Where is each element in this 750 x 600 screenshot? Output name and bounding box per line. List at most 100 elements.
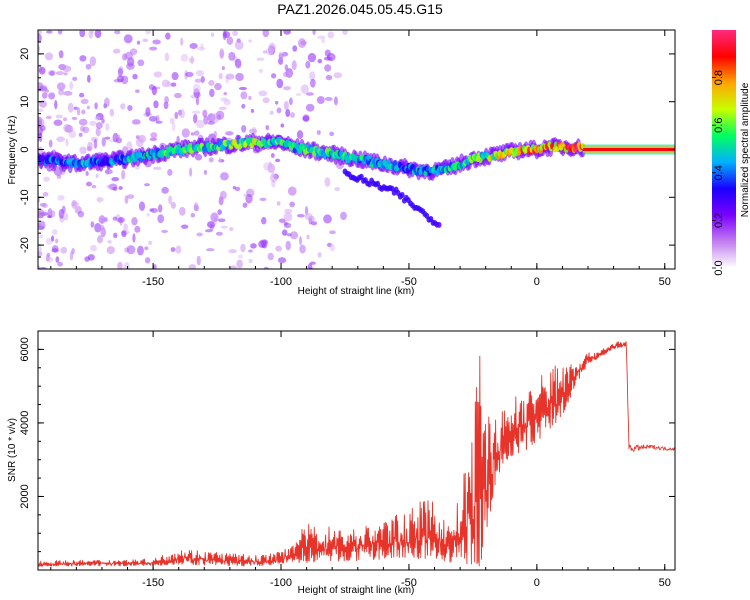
noise-blob	[283, 222, 292, 229]
noise-blob	[171, 122, 176, 132]
noise-blob	[106, 246, 115, 255]
noise-blob	[325, 74, 333, 81]
noise-blob	[90, 221, 95, 228]
noise-blob	[194, 153, 203, 161]
noise-blob	[149, 46, 158, 51]
noise-blob	[259, 239, 269, 245]
noise-blob	[161, 229, 168, 233]
noise-blob	[78, 132, 83, 137]
noise-blob	[193, 130, 200, 136]
noise-blob	[116, 75, 125, 83]
noise-blob	[333, 96, 338, 106]
noise-blob	[238, 254, 244, 259]
noise-blob	[105, 123, 110, 131]
noise-blob	[221, 66, 225, 71]
noise-blob	[305, 92, 314, 96]
noise-blob	[240, 243, 246, 253]
noise-blob	[268, 42, 276, 52]
noise-blob	[152, 39, 161, 45]
noise-blob	[71, 247, 75, 255]
noise-blob	[50, 210, 56, 218]
noise-blob	[248, 95, 252, 101]
colorbar-label: Normalized spectral amplitude	[740, 82, 750, 217]
spectrogram-x-tick-label: -100	[270, 276, 292, 288]
noise-blob	[236, 259, 243, 269]
noise-blob	[323, 214, 332, 224]
noise-blob	[329, 230, 336, 235]
noise-blob	[38, 220, 46, 230]
noise-blob	[49, 70, 55, 76]
noise-blob	[71, 116, 78, 120]
noise-blob	[189, 43, 198, 49]
noise-blob	[53, 166, 63, 177]
noise-blob	[238, 86, 248, 91]
noise-blob	[161, 186, 169, 194]
noise-blob	[51, 245, 59, 252]
noise-blob	[267, 252, 274, 261]
noise-blob	[196, 255, 201, 266]
noise-blob	[283, 30, 291, 35]
spectrogram-ticks: -150 -100 -50 0 50 20 10 0 -10 -20	[19, 29, 675, 288]
noise-blob	[167, 168, 173, 176]
noise-blob	[157, 204, 163, 213]
noise-blob	[308, 215, 315, 223]
noise-blob	[291, 60, 297, 71]
noise-blob	[88, 30, 94, 39]
noise-blob	[39, 125, 46, 132]
noise-blob	[324, 64, 332, 72]
spectrogram-y-axis-label: Frequency (Hz)	[7, 116, 18, 185]
noise-blob	[323, 56, 332, 61]
noise-blob	[164, 96, 169, 104]
noise-blob	[195, 119, 205, 129]
noise-blob	[306, 234, 310, 240]
noise-blob	[144, 257, 151, 264]
noise-blob	[137, 245, 144, 256]
noise-blob	[153, 71, 163, 78]
noise-blob	[57, 30, 63, 35]
noise-blob	[191, 110, 201, 115]
noise-blob	[150, 132, 158, 139]
noise-blob	[333, 72, 343, 79]
noise-blob	[38, 133, 42, 138]
noise-blob	[316, 130, 321, 135]
noise-blob	[135, 137, 144, 148]
snr-y-tick-label: 2000	[19, 484, 31, 508]
noise-blob	[274, 100, 279, 105]
noise-blob	[148, 115, 158, 122]
noise-blob	[42, 203, 48, 209]
noise-blob	[164, 52, 170, 62]
ridge-point	[164, 151, 170, 158]
snr-series-line	[38, 341, 675, 567]
noise-blob	[278, 51, 284, 60]
noise-blob	[104, 169, 113, 175]
noise-blob	[278, 218, 286, 223]
noise-blob	[245, 193, 253, 204]
noise-blob	[112, 216, 118, 221]
noise-blob	[80, 98, 89, 105]
noise-blob	[205, 248, 215, 252]
noise-blob	[317, 35, 326, 40]
noise-blob	[126, 62, 135, 70]
noise-blob	[305, 103, 315, 112]
snr-x-tick-label: 50	[659, 577, 671, 589]
noise-blob	[96, 197, 105, 202]
noise-blob	[109, 108, 115, 117]
noise-blob	[153, 100, 159, 109]
noise-blob	[54, 100, 58, 110]
noise-blob	[94, 30, 102, 39]
noise-blob	[157, 214, 165, 224]
noise-blob	[275, 245, 282, 252]
spectrogram-y-tick-label: 20	[19, 48, 31, 60]
noise-blob	[90, 244, 97, 252]
noise-blob	[166, 81, 171, 88]
noise-blob	[73, 106, 78, 110]
noise-blob	[340, 211, 347, 221]
noise-blob	[149, 208, 154, 212]
noise-blob	[317, 58, 323, 64]
noise-blob	[39, 85, 48, 92]
noise-blob	[316, 96, 325, 104]
noise-blob	[274, 158, 281, 163]
noise-blob	[136, 40, 141, 45]
noise-blob	[123, 262, 130, 269]
noise-blob	[276, 107, 282, 114]
